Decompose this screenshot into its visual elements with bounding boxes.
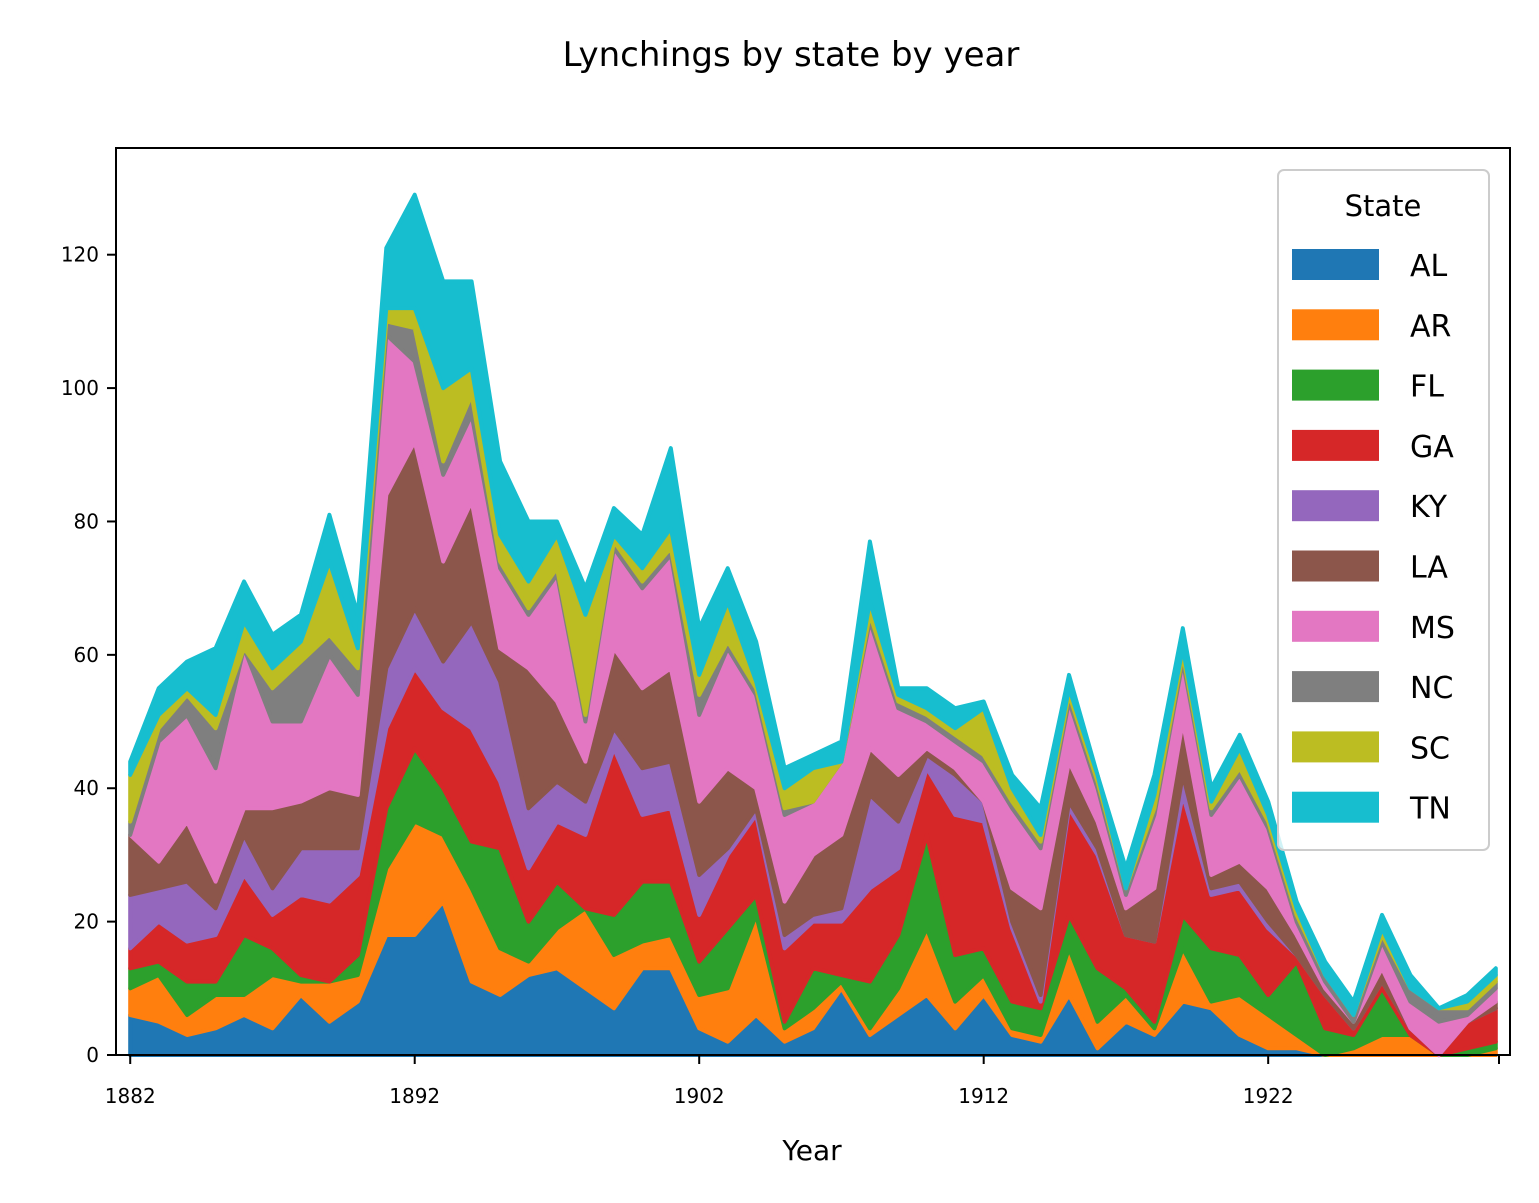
legend-label-ms: MS [1410, 611, 1455, 646]
x-tick-label-1912: 1912 [958, 1084, 1009, 1108]
y-tick-label-20: 20 [74, 910, 99, 934]
legend-label-fl: FL [1410, 370, 1444, 405]
y-tick-label-120: 120 [61, 243, 99, 267]
x-axis-label: Year [781, 1134, 842, 1167]
legend-label-ky: KY [1410, 490, 1448, 525]
legend-label-sc: SC [1410, 731, 1450, 766]
legend-title: State [1345, 189, 1422, 223]
legend-label-la: LA [1410, 551, 1448, 586]
legend-label-tn: TN [1409, 792, 1451, 827]
legend-label-nc: NC [1410, 671, 1453, 706]
legend-swatch-nc [1292, 671, 1379, 703]
area-tn [128, 192, 1498, 1017]
x-tick-label-1892: 1892 [389, 1084, 440, 1108]
legend-swatch-sc [1292, 731, 1379, 763]
x-tick-label-1902: 1902 [674, 1084, 725, 1108]
legend-swatch-ga [1292, 429, 1379, 461]
chart-title: Lynchings by state by year [563, 35, 1020, 75]
legend-swatch-tn [1292, 791, 1379, 823]
legend-label-ar: AR [1410, 309, 1451, 344]
legend-swatch-fl [1292, 369, 1379, 401]
y-tick-label-0: 0 [86, 1043, 99, 1067]
y-tick-label-80: 80 [74, 509, 99, 533]
x-tick-label-1882: 1882 [105, 1084, 156, 1108]
x-tick-label-1922: 1922 [1243, 1084, 1294, 1108]
legend: State AL AR FL GA KY LA MS NC SC TN [1277, 169, 1490, 851]
y-axis: 0 20 40 60 80 100 120 [61, 243, 116, 1067]
legend-swatch-ky [1292, 490, 1379, 522]
y-tick-label-60: 60 [74, 643, 99, 667]
legend-swatch-ar [1292, 309, 1379, 341]
y-tick-label-100: 100 [61, 376, 99, 400]
y-tick-label-40: 40 [74, 776, 99, 800]
legend-label-al: AL [1410, 249, 1448, 284]
legend-swatch-la [1292, 550, 1379, 582]
legend-label-ga: GA [1410, 430, 1454, 465]
x-axis: 1882 1892 1902 1912 1922 [105, 1055, 1500, 1108]
legend-swatch-al [1292, 249, 1379, 280]
legend-swatch-ms [1292, 610, 1379, 642]
plot-frame [115, 147, 1511, 1056]
legend-entries: AL AR FL GA KY LA MS NC SC TN [1292, 249, 1455, 827]
